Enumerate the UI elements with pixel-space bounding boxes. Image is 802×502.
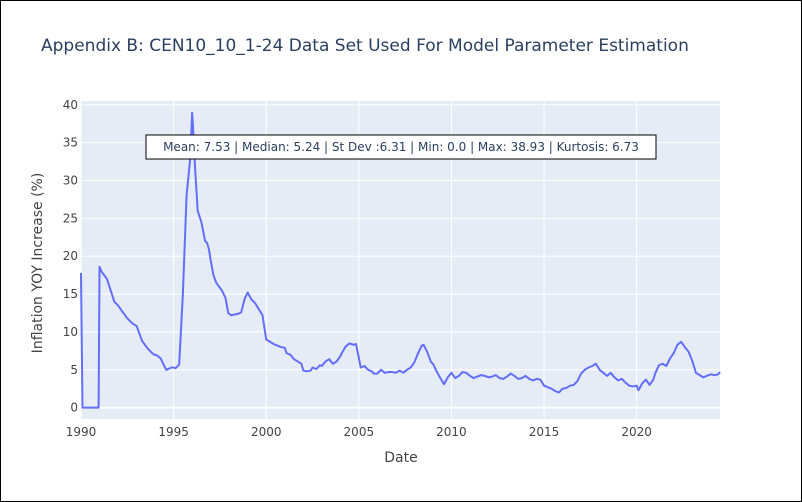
stats-annotation-box xyxy=(145,134,657,160)
chart-title: Appendix B: CEN10_10_1-24 Data Set Used … xyxy=(41,36,689,56)
y-tick-label: 10 xyxy=(63,325,78,339)
x-tick-label: 2005 xyxy=(344,425,375,439)
y-tick-label: 40 xyxy=(63,98,78,112)
y-tick-label: 0 xyxy=(70,401,78,415)
y-tick-label: 15 xyxy=(63,287,78,301)
y-tick-label: 5 xyxy=(70,363,78,377)
x-tick-label: 1995 xyxy=(158,425,189,439)
x-axis-ticks: 1990 1995 2000 2005 2010 2015 2020 xyxy=(66,425,652,439)
y-axis-title: Inflation YOY Increase (%) xyxy=(30,173,46,354)
y-tick-label: 20 xyxy=(63,249,78,263)
y-axis-ticks: 0 5 10 15 20 25 30 35 40 xyxy=(63,98,78,415)
x-tick-label: 2000 xyxy=(251,425,282,439)
y-tick-label: 30 xyxy=(63,174,78,188)
x-tick-label: 2015 xyxy=(529,425,560,439)
x-tick-label: 2020 xyxy=(621,425,652,439)
x-tick-label: 2010 xyxy=(436,425,467,439)
x-axis-title: Date xyxy=(384,450,417,466)
x-tick-label: 1990 xyxy=(66,425,97,439)
stats-annotation: Mean: 7.53 | Median: 5.24 | St Dev :6.31… xyxy=(163,140,639,154)
y-tick-label: 35 xyxy=(63,136,78,150)
y-tick-label: 25 xyxy=(63,211,78,225)
